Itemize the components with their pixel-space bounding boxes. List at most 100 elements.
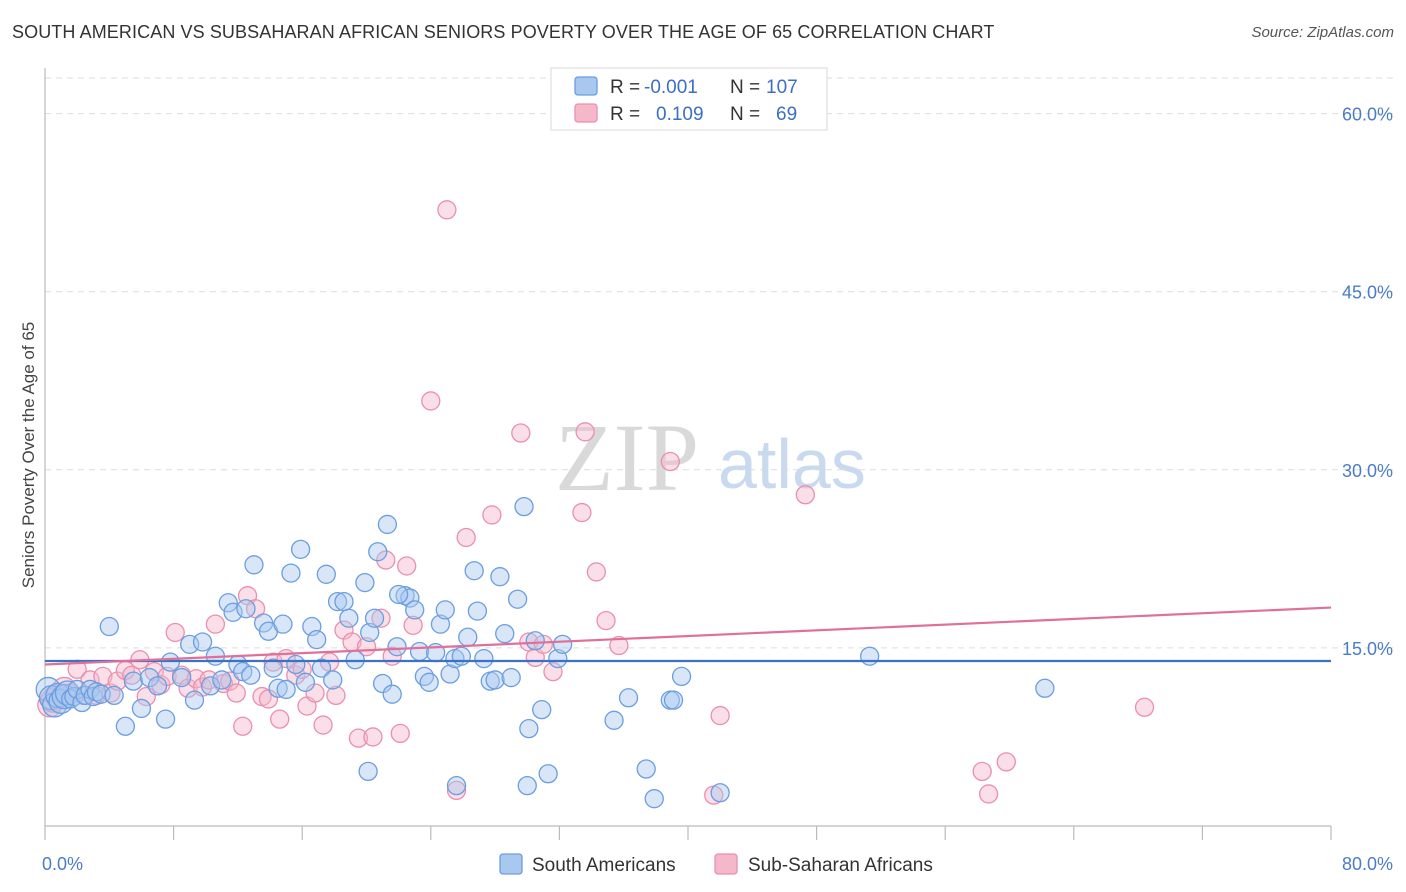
point-south-americans — [311, 658, 332, 678]
point-south-americans — [104, 685, 124, 706]
legend-r-value-1: -0.001 — [644, 77, 698, 98]
point-sub-saharan-africans — [226, 683, 246, 703]
point-south-americans — [268, 678, 288, 698]
point-south-americans — [355, 572, 375, 593]
legend-n-value-2: 69 — [776, 104, 797, 125]
bottom-legend-swatch-sub-saharan-africans — [714, 853, 738, 875]
point-sub-saharan-africans — [363, 727, 383, 747]
point-south-americans — [538, 764, 558, 784]
point-south-americans — [474, 648, 494, 669]
point-south-americans — [372, 673, 393, 694]
series-south-americans — [35, 496, 1055, 809]
point-sub-saharan-africans — [421, 391, 441, 411]
point-south-americans — [548, 648, 568, 669]
trend-line-sub-saharan-africans — [44, 606, 1332, 666]
point-south-americans — [263, 658, 283, 678]
point-south-americans — [171, 667, 192, 688]
point-south-americans — [409, 641, 430, 662]
legend-n-label-1: N = — [730, 77, 760, 98]
point-sub-saharan-africans — [978, 784, 999, 804]
point-south-americans — [440, 664, 460, 684]
tick-labels: 15.0% 30.0% 45.0% 60.0% 0.0% 80.0% — [42, 105, 1393, 874]
point-sub-saharan-africans — [437, 200, 457, 220]
legend-r-label-1: R = — [610, 77, 640, 98]
point-south-americans — [1035, 678, 1055, 698]
point-sub-saharan-africans — [348, 728, 369, 748]
point-sub-saharan-africans — [305, 683, 325, 703]
source-label: Source: ZipAtlas.com — [1251, 24, 1394, 41]
point-south-americans — [419, 672, 439, 692]
point-south-americans — [451, 646, 471, 666]
point-south-americans — [485, 670, 505, 690]
point-sub-saharan-africans — [205, 614, 226, 634]
y-tick-label: 15.0% — [1342, 639, 1393, 659]
point-sub-saharan-africans — [575, 422, 595, 442]
y-axis-title: Seniors Poverty Over the Age of 65 — [19, 322, 38, 588]
point-south-americans — [184, 690, 205, 710]
point-sub-saharan-africans — [397, 556, 417, 576]
axes — [44, 68, 1332, 840]
point-south-americans — [552, 634, 573, 654]
point-south-americans — [286, 654, 306, 675]
point-south-americans — [123, 671, 144, 691]
point-sub-saharan-africans — [586, 562, 607, 582]
point-south-americans — [99, 616, 119, 637]
y-tick-label: 30.0% — [1342, 461, 1393, 481]
bottom-legend-label-sub-saharan-africans: Sub-Saharan Africans — [748, 855, 933, 876]
point-south-americans — [464, 561, 484, 581]
point-south-americans — [671, 666, 692, 687]
point-south-americans — [316, 564, 336, 584]
point-sub-saharan-africans — [795, 485, 815, 505]
point-south-americans — [507, 589, 528, 609]
point-south-americans — [290, 539, 311, 560]
point-south-americans — [618, 688, 639, 708]
watermark-atlas: atlas — [718, 425, 866, 503]
point-south-americans — [155, 709, 176, 729]
point-south-americans — [377, 514, 398, 535]
point-south-americans — [218, 593, 238, 613]
point-south-americans — [115, 716, 136, 736]
point-south-americans — [435, 600, 455, 620]
point-south-americans — [663, 690, 684, 710]
bottom-legend-label-south-americans: South Americans — [532, 855, 676, 876]
legend-swatch-south-americans — [574, 76, 598, 96]
point-south-americans — [495, 624, 515, 644]
point-south-americans — [532, 699, 552, 720]
point-south-americans — [339, 608, 359, 628]
point-south-americans — [131, 698, 152, 719]
watermark-zip: ZIP — [555, 404, 699, 511]
point-sub-saharan-africans — [596, 610, 616, 631]
point-sub-saharan-africans — [446, 780, 467, 801]
point-south-americans — [327, 591, 348, 612]
trend-lines — [44, 606, 1332, 666]
point-south-americans — [644, 789, 664, 809]
point-sub-saharan-africans — [511, 423, 531, 443]
y-tick-label: 45.0% — [1342, 283, 1393, 303]
point-sub-saharan-africans — [403, 615, 423, 635]
point-south-americans — [368, 542, 388, 562]
point-south-americans — [295, 672, 316, 692]
x-tick-label: 80.0% — [1342, 854, 1393, 874]
point-sub-saharan-africans — [390, 723, 410, 744]
point-south-americans — [388, 584, 409, 605]
point-south-americans — [360, 622, 380, 643]
point-sub-saharan-africans — [220, 671, 240, 691]
legend-n-label-2: N = — [730, 104, 760, 125]
point-south-americans — [501, 667, 521, 688]
point-south-americans — [147, 676, 168, 696]
point-south-americans — [514, 496, 534, 517]
point-south-americans — [334, 591, 354, 612]
point-sub-saharan-africans — [165, 622, 185, 643]
point-south-americans — [458, 627, 478, 647]
y-tick-label: 60.0% — [1342, 105, 1393, 125]
point-south-americans — [345, 650, 365, 670]
point-south-americans — [519, 718, 539, 739]
point-south-americans — [364, 608, 385, 628]
point-sub-saharan-africans — [107, 671, 127, 691]
point-south-americans — [517, 775, 537, 796]
point-sub-saharan-africans — [572, 502, 592, 523]
point-south-americans — [241, 665, 261, 685]
point-south-americans — [387, 637, 407, 657]
chart-title: SOUTH AMERICAN VS SUBSAHARAN AFRICAN SEN… — [12, 22, 995, 42]
